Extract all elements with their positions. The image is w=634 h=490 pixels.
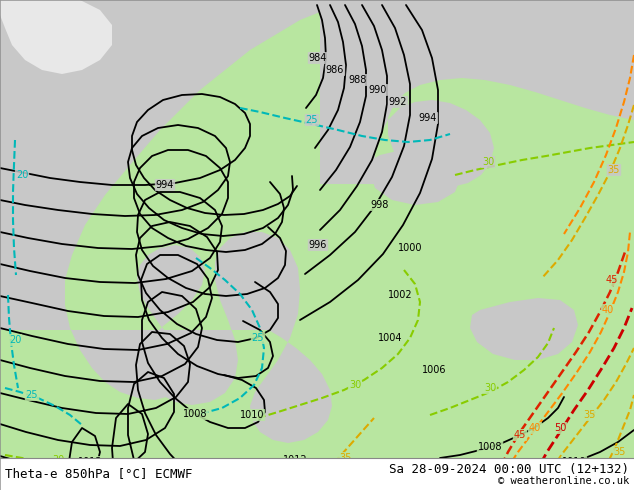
Text: 990: 990 bbox=[369, 85, 387, 95]
Text: 1014: 1014 bbox=[6, 475, 30, 485]
Text: 35: 35 bbox=[608, 165, 620, 175]
Text: 30: 30 bbox=[482, 157, 494, 167]
Text: Theta-e 850hPa [°C] ECMWF: Theta-e 850hPa [°C] ECMWF bbox=[5, 467, 193, 481]
Text: 30: 30 bbox=[52, 455, 64, 465]
Text: 35: 35 bbox=[584, 410, 596, 420]
Text: 45: 45 bbox=[606, 275, 618, 285]
Polygon shape bbox=[320, 0, 634, 198]
Text: 40: 40 bbox=[602, 305, 614, 315]
Bar bbox=[0, 458, 634, 490]
Polygon shape bbox=[370, 148, 462, 205]
Text: 1008: 1008 bbox=[478, 442, 502, 452]
Polygon shape bbox=[470, 298, 578, 360]
Text: 994: 994 bbox=[156, 180, 174, 190]
Text: © weatheronline.co.uk: © weatheronline.co.uk bbox=[498, 476, 629, 486]
Text: 1000: 1000 bbox=[398, 243, 422, 253]
Text: Sa 28-09-2024 00:00 UTC (12+132): Sa 28-09-2024 00:00 UTC (12+132) bbox=[389, 463, 629, 475]
Text: 1010: 1010 bbox=[562, 457, 586, 467]
Text: 1004: 1004 bbox=[378, 333, 402, 343]
Text: 25: 25 bbox=[306, 115, 318, 125]
Text: 986: 986 bbox=[326, 65, 344, 75]
Text: 992: 992 bbox=[389, 97, 407, 107]
Text: 984: 984 bbox=[309, 53, 327, 63]
Text: 50: 50 bbox=[554, 423, 566, 433]
Text: 20: 20 bbox=[9, 335, 21, 345]
Text: 1002: 1002 bbox=[387, 290, 412, 300]
Polygon shape bbox=[0, 0, 350, 443]
Text: 30: 30 bbox=[484, 383, 496, 393]
Text: 35: 35 bbox=[339, 453, 351, 463]
Text: 1010: 1010 bbox=[240, 410, 264, 420]
Text: 998: 998 bbox=[371, 200, 389, 210]
Text: 45: 45 bbox=[514, 430, 526, 440]
Text: 25: 25 bbox=[26, 390, 38, 400]
Text: 1006: 1006 bbox=[422, 365, 446, 375]
Text: 25: 25 bbox=[252, 333, 264, 343]
Text: 1008: 1008 bbox=[183, 409, 207, 419]
Text: 40: 40 bbox=[529, 423, 541, 433]
Text: 30: 30 bbox=[349, 380, 361, 390]
Text: 1012: 1012 bbox=[78, 457, 102, 467]
Text: 1012: 1012 bbox=[283, 455, 307, 465]
Text: 988: 988 bbox=[349, 75, 367, 85]
Text: 35: 35 bbox=[614, 447, 626, 457]
Polygon shape bbox=[0, 0, 112, 74]
Text: 994: 994 bbox=[419, 113, 437, 123]
Text: 996: 996 bbox=[309, 240, 327, 250]
Text: 20: 20 bbox=[16, 170, 28, 180]
